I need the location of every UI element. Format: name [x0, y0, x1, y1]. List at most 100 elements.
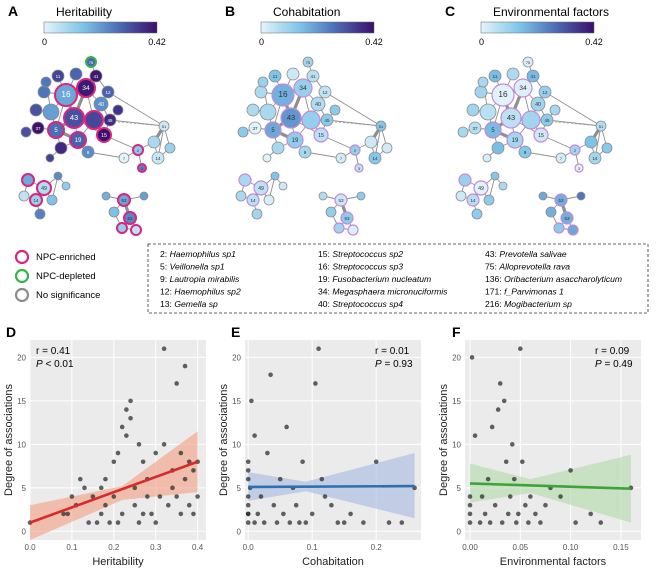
scatter-point	[277, 476, 283, 482]
legend-npc-enriched: NPC-enriched	[36, 252, 96, 263]
network-node	[76, 78, 96, 98]
legend-npc-depleted: NPC-depleted	[36, 271, 96, 282]
colorbar-min-b: 0	[259, 37, 264, 47]
y-tick-label: 5	[237, 484, 242, 493]
colorbar-max-b: 0.42	[365, 37, 383, 47]
stat-r: r = 0.09	[595, 346, 630, 357]
scatter-point	[65, 511, 71, 517]
scatter-point	[140, 511, 146, 517]
scatter-point	[528, 494, 533, 499]
colorbar-title-c: Environmental factors	[493, 5, 609, 19]
scatter-point	[495, 407, 501, 412]
taxa-key-entry: 5: Veillonella sp1	[160, 262, 225, 272]
scatter-point	[255, 511, 261, 517]
network-node	[302, 56, 314, 68]
taxa-key-entry: 12: Haemophilus sp2	[160, 287, 241, 297]
x-tick-label: 0.1	[307, 543, 319, 552]
network-node	[132, 144, 144, 156]
scatter-point	[558, 494, 563, 499]
network-node	[270, 171, 280, 181]
network-node-label: 41	[93, 74, 99, 79]
network-node	[262, 153, 272, 163]
network-node-label: 75	[526, 60, 531, 65]
scatter-point	[293, 502, 299, 508]
network-node	[263, 194, 275, 206]
network-node	[101, 85, 115, 99]
scatter-point	[124, 407, 129, 412]
network-node	[484, 121, 502, 139]
scatter-point	[174, 494, 179, 499]
panel-letter-c: C	[445, 3, 455, 19]
network-node-label: 75	[306, 60, 311, 65]
scatter-point	[245, 459, 251, 465]
network-node-label: 9	[304, 150, 307, 155]
taxa-key-entry: 19: Fusobacterium nucleatum	[318, 274, 431, 284]
network-node-label: 16	[278, 90, 288, 99]
network-node	[506, 67, 520, 81]
y-tick-label: 5	[457, 484, 462, 493]
colorbar-max-a: 0.42	[148, 37, 166, 47]
network-node	[466, 103, 480, 117]
y-tick-label: 15	[17, 397, 26, 406]
scatter-point	[61, 511, 66, 517]
scatter-point	[174, 381, 179, 386]
network-node	[21, 173, 35, 187]
scatter-point	[119, 424, 125, 430]
scatter-point	[191, 468, 196, 473]
network-node-label: 9	[87, 150, 90, 155]
network-node	[354, 163, 364, 173]
network-node	[567, 224, 579, 236]
x-axis-title: Environmental factors	[500, 556, 607, 568]
scatter-point	[245, 468, 251, 473]
network-node	[51, 69, 65, 83]
network-edge	[324, 91, 382, 127]
network-node	[468, 121, 482, 135]
scatter-point	[132, 502, 138, 508]
network-node	[318, 85, 332, 99]
y-tick-label: 20	[17, 353, 26, 362]
network-node	[555, 152, 567, 164]
network-node	[329, 104, 341, 116]
network-node	[588, 151, 602, 165]
network-node-label: 53	[121, 198, 127, 203]
scatter-point	[526, 520, 531, 525]
network-node	[560, 211, 574, 225]
network-node	[42, 103, 60, 121]
network-node-label: 37	[35, 126, 41, 131]
scatter-point	[182, 476, 188, 482]
network-node	[268, 69, 282, 83]
network-node	[553, 222, 565, 234]
network-node	[251, 208, 263, 220]
scatter-point	[361, 520, 366, 525]
scatter-point	[467, 520, 473, 525]
scatter-point	[467, 511, 473, 517]
network-node-label: 5	[491, 128, 495, 134]
y-tick-label: 20	[452, 353, 461, 362]
scatter-point	[316, 346, 321, 351]
network-node	[237, 126, 249, 138]
stat-r: r = 0.01	[375, 346, 410, 357]
network-node-label: 9	[524, 150, 527, 155]
taxa-key-entry: 171: f_Parvimonas 1	[485, 287, 564, 297]
scatter-point	[501, 398, 507, 404]
network-node	[257, 76, 269, 88]
network-node	[313, 127, 329, 143]
network-node	[340, 211, 354, 225]
taxa-key-entry: 16: Streptococcus sp3	[318, 262, 403, 272]
scatter-point	[322, 494, 328, 499]
network-node-label: 63	[344, 216, 350, 221]
network-node	[325, 206, 337, 218]
scatter-point	[98, 485, 104, 491]
network-node	[381, 142, 393, 154]
scatter-point	[482, 511, 488, 517]
network-node-label: 53	[338, 198, 344, 203]
scatter-point	[281, 511, 286, 517]
x-tick-label: 0.0	[24, 543, 36, 552]
network-node	[526, 69, 540, 83]
panel-letter-d: D	[6, 324, 16, 340]
network-node-label: 16	[498, 90, 508, 99]
network-node	[320, 113, 334, 127]
network-node	[334, 193, 348, 207]
network-node-label: 2	[354, 148, 357, 153]
